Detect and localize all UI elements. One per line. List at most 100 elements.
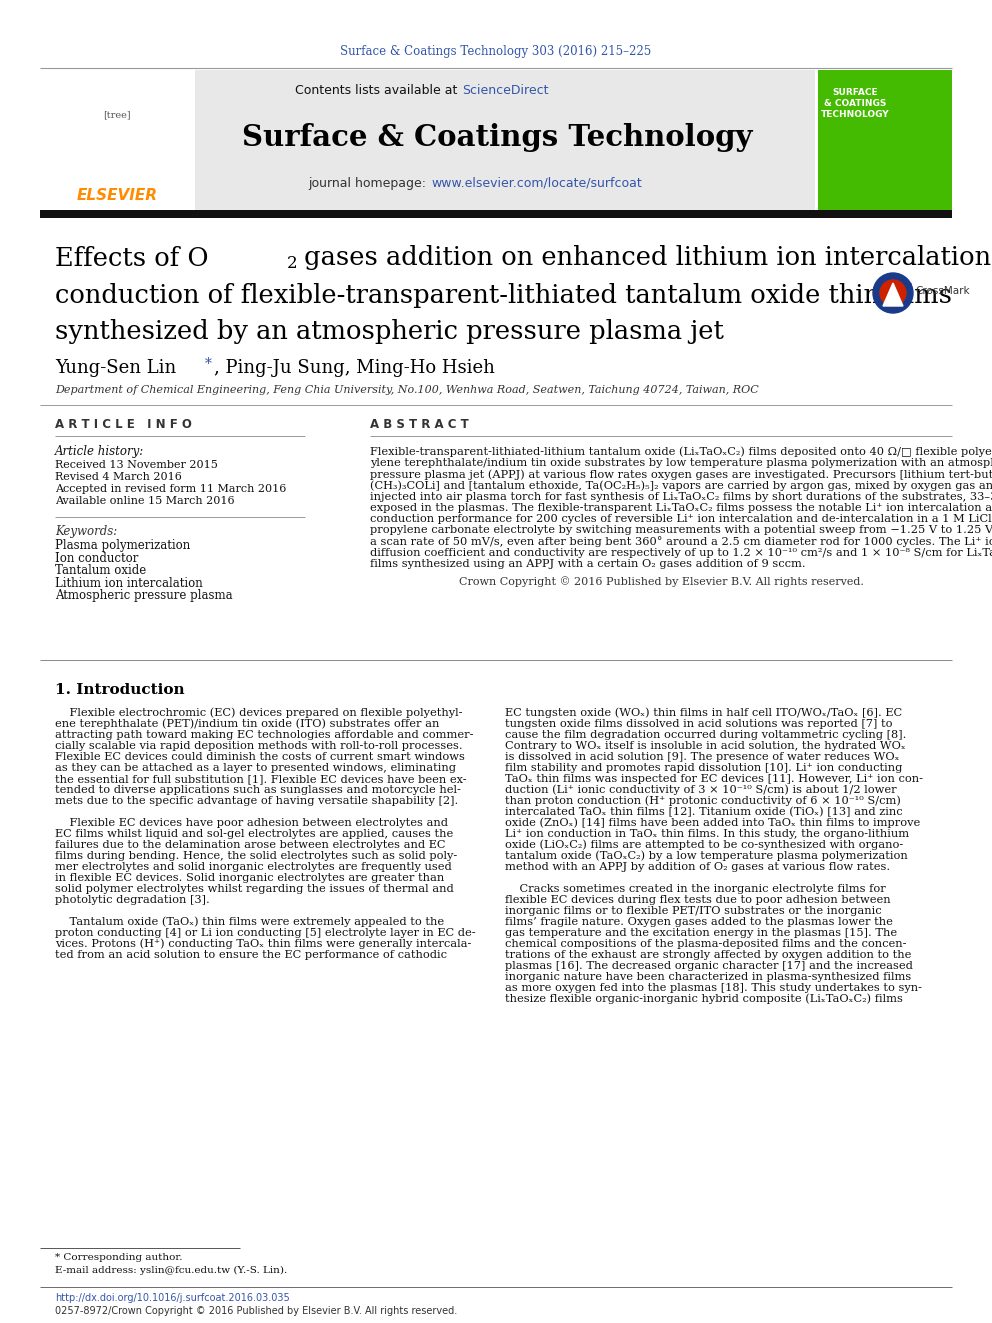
Text: the essential for full substitution [1]. Flexible EC devices have been ex-: the essential for full substitution [1].… — [55, 774, 466, 785]
Text: thesize flexible organic-inorganic hybrid composite (LiₓTaOₓC₂) films: thesize flexible organic-inorganic hybri… — [505, 994, 903, 1004]
Text: mets due to the specific advantage of having versatile shapability [2].: mets due to the specific advantage of ha… — [55, 796, 458, 806]
Text: Cracks sometimes created in the inorganic electrolyte films for: Cracks sometimes created in the inorgani… — [505, 884, 886, 894]
Text: 0257-8972/Crown Copyright © 2016 Published by Elsevier B.V. All rights reserved.: 0257-8972/Crown Copyright © 2016 Publish… — [55, 1306, 457, 1316]
Text: exposed in the plasmas. The flexible-transparent LiₓTaOₓC₂ films possess the not: exposed in the plasmas. The flexible-tra… — [370, 503, 992, 513]
Text: tantalum oxide (TaOₓC₂) by a low temperature plasma polymerization: tantalum oxide (TaOₓC₂) by a low tempera… — [505, 851, 908, 861]
Text: solid polymer electrolytes whilst regarding the issues of thermal and: solid polymer electrolytes whilst regard… — [55, 884, 453, 894]
Circle shape — [873, 273, 913, 314]
Text: mer electrolytes and solid inorganic electrolytes are frequently used: mer electrolytes and solid inorganic ele… — [55, 863, 451, 872]
Text: is dissolved in acid solution [9]. The presence of water reduces WOₓ: is dissolved in acid solution [9]. The p… — [505, 751, 900, 762]
Text: inorganic films or to flexible PET/ITO substrates or the inorganic: inorganic films or to flexible PET/ITO s… — [505, 906, 882, 916]
Text: Flexible-transparent-lithiated-lithium tantalum oxide (LiₓTaOₓC₂) films deposite: Flexible-transparent-lithiated-lithium t… — [370, 447, 992, 458]
Bar — [195, 70, 815, 210]
Text: Flexible EC devices could diminish the costs of current smart windows: Flexible EC devices could diminish the c… — [55, 751, 465, 762]
Text: film stability and promotes rapid dissolution [10]. Li⁺ ion conducting: film stability and promotes rapid dissol… — [505, 763, 903, 773]
Text: Contrary to WOₓ itself is insoluble in acid solution, the hydrated WOₓ: Contrary to WOₓ itself is insoluble in a… — [505, 741, 906, 751]
Text: as they can be attached as a layer to presented windows, eliminating: as they can be attached as a layer to pr… — [55, 763, 456, 773]
Text: proton conducting [4] or Li ion conducting [5] electrolyte layer in EC de-: proton conducting [4] or Li ion conducti… — [55, 927, 475, 938]
Text: ene terephthalate (PET)/indium tin oxide (ITO) substrates offer an: ene terephthalate (PET)/indium tin oxide… — [55, 718, 439, 729]
Text: Received 13 November 2015: Received 13 November 2015 — [55, 460, 218, 470]
Text: Available online 15 March 2016: Available online 15 March 2016 — [55, 496, 235, 505]
Text: films during bending. Hence, the solid electrolytes such as solid poly-: films during bending. Hence, the solid e… — [55, 851, 457, 861]
Text: oxide (ZnOₓ) [14] films have been added into TaOₓ thin films to improve: oxide (ZnOₓ) [14] films have been added … — [505, 818, 921, 828]
Text: injected into air plasma torch for fast synthesis of LiₓTaOₓC₂ films by short du: injected into air plasma torch for fast … — [370, 492, 992, 501]
Text: CrossMark: CrossMark — [915, 286, 969, 296]
Text: Flexible electrochromic (EC) devices prepared on flexible polyethyl-: Flexible electrochromic (EC) devices pre… — [55, 708, 462, 718]
Text: ScienceDirect: ScienceDirect — [462, 85, 549, 98]
Text: conduction performance for 200 cycles of reversible Li⁺ ion intercalation and de: conduction performance for 200 cycles of… — [370, 515, 992, 524]
Text: trations of the exhaust are strongly affected by oxygen addition to the: trations of the exhaust are strongly aff… — [505, 950, 912, 960]
Text: SURFACE
& COATINGS
TECHNOLOGY: SURFACE & COATINGS TECHNOLOGY — [820, 89, 889, 119]
Text: Li⁺ ion conduction in TaOₓ thin films. In this study, the organo-lithium: Li⁺ ion conduction in TaOₓ thin films. I… — [505, 830, 909, 839]
Text: journal homepage:: journal homepage: — [308, 176, 430, 189]
Text: Ion conductor: Ion conductor — [55, 552, 138, 565]
Text: than proton conduction (H⁺ protonic conductivity of 6 × 10⁻¹⁰ S/cm): than proton conduction (H⁺ protonic cond… — [505, 795, 901, 806]
Text: EC tungsten oxide (WOₓ) thin films in half cell ITO/WOₓ/TaOₓ [6]. EC: EC tungsten oxide (WOₓ) thin films in ha… — [505, 708, 902, 718]
Text: 1. Introduction: 1. Introduction — [55, 683, 185, 697]
Text: Contents lists available at: Contents lists available at — [295, 85, 461, 98]
Text: duction (Li⁺ ionic conductivity of 3 × 10⁻¹⁰ S/cm) is about 1/2 lower: duction (Li⁺ ionic conductivity of 3 × 1… — [505, 785, 897, 795]
Text: as more oxygen fed into the plasmas [18]. This study undertakes to syn-: as more oxygen fed into the plasmas [18]… — [505, 983, 922, 994]
Text: Revised 4 March 2016: Revised 4 March 2016 — [55, 472, 182, 482]
Text: plasmas [16]. The decreased organic character [17] and the increased: plasmas [16]. The decreased organic char… — [505, 960, 913, 971]
Text: oxide (LiOₓC₂) films are attempted to be co-synthesized with organo-: oxide (LiOₓC₂) films are attempted to be… — [505, 840, 904, 851]
Text: inorganic nature have been characterized in plasma-synthesized films: inorganic nature have been characterized… — [505, 972, 912, 982]
Text: [tree]: [tree] — [103, 111, 131, 119]
Text: Article history:: Article history: — [55, 446, 144, 459]
Text: chemical compositions of the plasma-deposited films and the concen-: chemical compositions of the plasma-depo… — [505, 939, 907, 949]
Text: diffusion coefficient and conductivity are respectively of up to 1.2 × 10⁻¹⁰ cm²: diffusion coefficient and conductivity a… — [370, 548, 992, 558]
Text: intercalated TaOₓ thin films [12]. Titanium oxide (TiOₓ) [13] and zinc: intercalated TaOₓ thin films [12]. Titan… — [505, 807, 903, 818]
Text: gas temperature and the excitation energy in the plasmas [15]. The: gas temperature and the excitation energ… — [505, 927, 897, 938]
Text: Plasma polymerization: Plasma polymerization — [55, 540, 190, 553]
Text: * Corresponding author.: * Corresponding author. — [55, 1253, 183, 1262]
Text: www.elsevier.com/locate/surfcoat: www.elsevier.com/locate/surfcoat — [431, 176, 642, 189]
Text: , Ping-Ju Sung, Ming-Ho Hsieh: , Ping-Ju Sung, Ming-Ho Hsieh — [214, 359, 495, 377]
Text: ylene terephthalate/indium tin oxide substrates by low temperature plasma polyme: ylene terephthalate/indium tin oxide sub… — [370, 458, 992, 468]
Text: Crown Copyright © 2016 Published by Elsevier B.V. All rights reserved.: Crown Copyright © 2016 Published by Else… — [458, 576, 863, 586]
Text: Yung-Sen Lin: Yung-Sen Lin — [55, 359, 182, 377]
Text: http://dx.doi.org/10.1016/j.surfcoat.2016.03.035: http://dx.doi.org/10.1016/j.surfcoat.201… — [55, 1293, 290, 1303]
Bar — [40, 210, 952, 218]
Text: tended to diverse applications such as sunglasses and motorcycle hel-: tended to diverse applications such as s… — [55, 785, 461, 795]
Text: Atmospheric pressure plasma: Atmospheric pressure plasma — [55, 590, 233, 602]
Text: synthesized by an atmospheric pressure plasma jet: synthesized by an atmospheric pressure p… — [55, 319, 724, 344]
Bar — [40, 70, 195, 210]
Text: *: * — [205, 357, 212, 370]
Text: Department of Chemical Engineering, Feng Chia University, No.100, Wenhwa Road, S: Department of Chemical Engineering, Feng… — [55, 385, 759, 396]
Text: ELSEVIER: ELSEVIER — [76, 188, 158, 204]
Text: in flexible EC devices. Solid inorganic electrolytes are greater than: in flexible EC devices. Solid inorganic … — [55, 873, 444, 882]
Text: conduction of flexible-transparent-lithiated tantalum oxide thin films: conduction of flexible-transparent-lithi… — [55, 283, 952, 307]
Text: 2: 2 — [287, 254, 298, 271]
Text: vices. Protons (H⁺) conducting TaOₓ thin films were generally intercala-: vices. Protons (H⁺) conducting TaOₓ thin… — [55, 939, 471, 950]
Text: A B S T R A C T: A B S T R A C T — [370, 418, 469, 431]
Text: EC films whilst liquid and sol-gel electrolytes are applied, causes the: EC films whilst liquid and sol-gel elect… — [55, 830, 453, 839]
Text: (CH₃)₃COLi] and [tantalum ethoxide, Ta(OC₂H₅)₅]₂ vapors are carried by argon gas: (CH₃)₃COLi] and [tantalum ethoxide, Ta(O… — [370, 480, 992, 491]
Text: Effects of O: Effects of O — [55, 246, 208, 270]
Text: failures due to the delamination arose between electrolytes and EC: failures due to the delamination arose b… — [55, 840, 445, 849]
Bar — [818, 70, 952, 210]
Text: Surface & Coatings Technology 303 (2016) 215–225: Surface & Coatings Technology 303 (2016)… — [340, 45, 652, 58]
Text: attracting path toward making EC technologies affordable and commer-: attracting path toward making EC technol… — [55, 730, 473, 740]
Text: Accepted in revised form 11 March 2016: Accepted in revised form 11 March 2016 — [55, 484, 287, 493]
Text: flexible EC devices during flex tests due to poor adhesion between: flexible EC devices during flex tests du… — [505, 894, 891, 905]
Text: Flexible EC devices have poor adhesion between electrolytes and: Flexible EC devices have poor adhesion b… — [55, 818, 448, 828]
Text: Tantalum oxide: Tantalum oxide — [55, 565, 146, 578]
Text: films’ fragile nature. Oxygen gases added to the plasmas lower the: films’ fragile nature. Oxygen gases adde… — [505, 917, 893, 927]
Text: ted from an acid solution to ensure the EC performance of cathodic: ted from an acid solution to ensure the … — [55, 950, 447, 960]
Text: cially scalable via rapid deposition methods with roll-to-roll processes.: cially scalable via rapid deposition met… — [55, 741, 462, 751]
Text: method with an APPJ by addition of O₂ gases at various flow rates.: method with an APPJ by addition of O₂ ga… — [505, 863, 890, 872]
Text: Tantalum oxide (TaOₓ) thin films were extremely appealed to the: Tantalum oxide (TaOₓ) thin films were ex… — [55, 917, 444, 927]
Text: tungsten oxide films dissolved in acid solutions was reported [7] to: tungsten oxide films dissolved in acid s… — [505, 718, 893, 729]
Text: A R T I C L E   I N F O: A R T I C L E I N F O — [55, 418, 191, 431]
Text: TaOₓ thin films was inspected for EC devices [11]. However, Li⁺ ion con-: TaOₓ thin films was inspected for EC dev… — [505, 774, 923, 785]
Text: pressure plasma jet (APPJ) at various flow rates oxygen gases are investigated. : pressure plasma jet (APPJ) at various fl… — [370, 470, 992, 480]
Circle shape — [880, 280, 906, 306]
Text: propylene carbonate electrolyte by switching measurements with a potential sweep: propylene carbonate electrolyte by switc… — [370, 525, 992, 536]
Text: E-mail address: yslin@fcu.edu.tw (Y.-S. Lin).: E-mail address: yslin@fcu.edu.tw (Y.-S. … — [55, 1265, 288, 1274]
Text: Surface & Coatings Technology: Surface & Coatings Technology — [242, 123, 752, 152]
Text: cause the film degradation occurred during voltammetric cycling [8].: cause the film degradation occurred duri… — [505, 730, 907, 740]
Text: Keywords:: Keywords: — [55, 525, 117, 538]
Text: films synthesized using an APPJ with a certain O₂ gases addition of 9 sccm.: films synthesized using an APPJ with a c… — [370, 560, 806, 569]
Text: gases addition on enhanced lithium ion intercalation and: gases addition on enhanced lithium ion i… — [296, 246, 992, 270]
Polygon shape — [883, 283, 903, 306]
